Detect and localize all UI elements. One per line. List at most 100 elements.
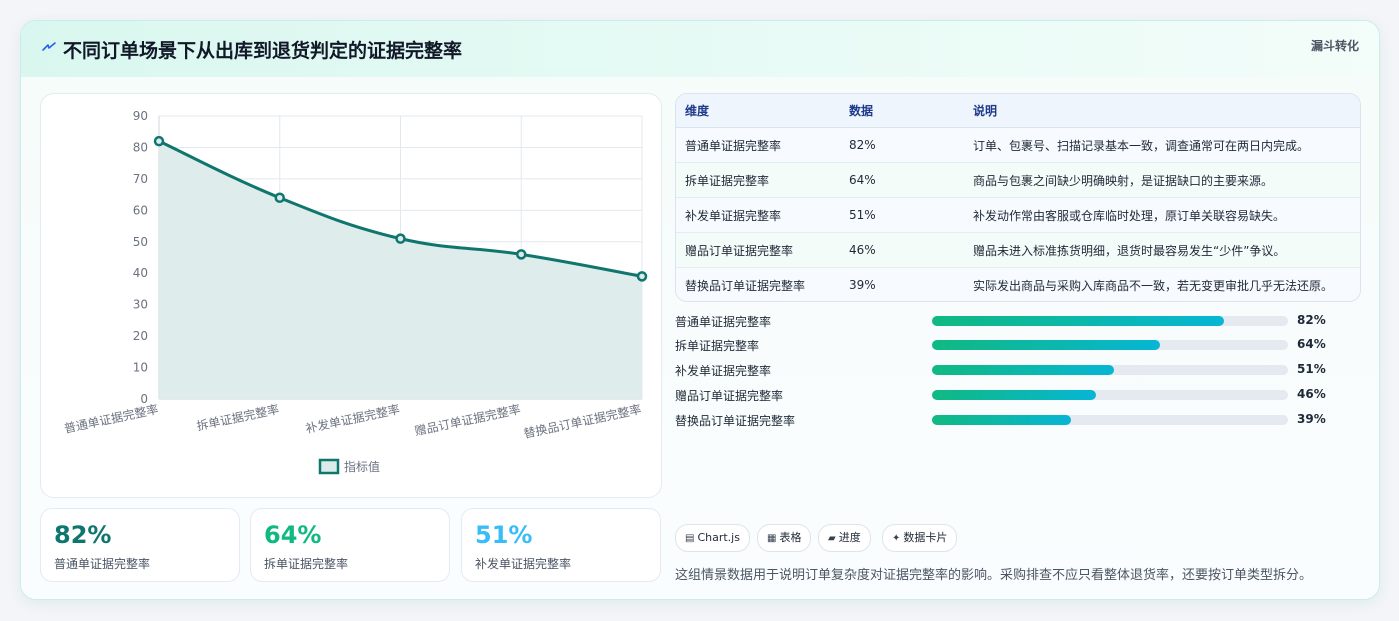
chart-panel: 0 10 20 30 40 50 60 70 80 90 普通单证据完整率 拆单证据完整率 补发单证据完…	[40, 93, 662, 498]
stat-value: 82%	[54, 521, 112, 549]
y-tick-label: 60	[133, 203, 148, 217]
card-header: 不同订单场景下从出库到退货判定的证据完整率 漏斗转化	[21, 21, 1379, 78]
table-row: 拆单证据完整率 64% 商品与包裹之间缺少明确映射，是证据缺口的主要来源。	[676, 162, 1360, 198]
progress-value: 46%	[1297, 387, 1326, 401]
cell-dimension: 赠品订单证据完整率	[676, 232, 840, 268]
stat-label: 拆单证据完整率	[264, 557, 349, 571]
stat-card-2: 64% 拆单证据完整率	[250, 508, 450, 582]
progress-track	[932, 365, 1288, 375]
cell-dimension: 普通单证据完整率	[676, 127, 840, 163]
stat-value: 51%	[475, 521, 533, 549]
progress-row: 赠品订单证据完整率 46%	[675, 385, 1355, 405]
progress-label: 拆单证据完整率	[675, 339, 760, 353]
line-chart: 0 10 20 30 40 50 60 70 80 90 普通单证据完整率 拆单证据完整率 补发单证据完…	[63, 109, 648, 475]
x-tick-label: 替换品订单证据完整率	[522, 401, 643, 441]
x-tick-label: 补发单证据完整率	[304, 401, 401, 436]
y-tick-label: 80	[133, 140, 148, 154]
cell-dimension: 拆单证据完整率	[676, 162, 840, 198]
progress-track	[932, 316, 1288, 326]
column-header-dimension: 维度	[676, 94, 840, 128]
progress-row: 补发单证据完整率 51%	[675, 360, 1355, 380]
data-point	[395, 233, 406, 244]
category-tag: 漏斗转化	[1310, 39, 1359, 53]
x-tick-label: 赠品订单证据完整率	[413, 401, 522, 438]
progress-label: 普通单证据完整率	[675, 315, 772, 329]
x-tick-label: 拆单证据完整率	[195, 401, 280, 433]
chip-data-card[interactable]: ✦ 数据卡片	[882, 524, 958, 552]
progress-fill	[932, 316, 1224, 326]
progress-track	[932, 415, 1288, 425]
progress-fill	[932, 390, 1096, 400]
x-tick-label: 普通单证据完整率	[63, 401, 160, 436]
chip-table[interactable]: ▦ 表格	[757, 524, 812, 552]
cell-value: 51%	[840, 197, 964, 233]
stat-card-1: 82% 普通单证据完整率	[40, 508, 240, 582]
chip-label: 表格	[779, 531, 802, 544]
progress-value: 82%	[1297, 313, 1326, 327]
progress-value: 51%	[1297, 362, 1326, 376]
progress-row: 拆单证据完整率 64%	[675, 335, 1355, 355]
progress-fill	[932, 340, 1160, 350]
dashboard-card: 不同订单场景下从出库到退货判定的证据完整率 漏斗转化 0 10 20 30 40 50 60…	[20, 20, 1380, 600]
cell-value: 64%	[840, 162, 964, 198]
y-tick-label: 10	[133, 361, 148, 375]
cell-description: 实际发出商品与采购入库商品不一致，若无变更审批几乎无法还原。	[964, 267, 1360, 301]
chip-progress[interactable]: ▰ 进度	[818, 524, 871, 552]
table-header-row: 维度 数据 说明	[676, 94, 1360, 128]
chip-chartjs[interactable]: ▤ Chart.js	[675, 524, 750, 552]
progress-label: 赠品订单证据完整率	[675, 389, 784, 403]
cell-dimension: 替换品订单证据完整率	[676, 267, 840, 301]
y-tick-label: 40	[133, 266, 148, 280]
sparkle-icon: ✦	[892, 533, 901, 544]
data-table: 维度 数据 说明 普通单证据完整率 82% 订单、包裹号、扫描记录基本一致，调查…	[675, 93, 1361, 302]
stat-label: 补发单证据完整率	[475, 557, 572, 571]
cell-dimension: 补发单证据完整率	[676, 197, 840, 233]
table-row: 普通单证据完整率 82% 订单、包裹号、扫描记录基本一致，调查通常可在两日内完成…	[676, 127, 1360, 163]
data-point	[274, 192, 285, 204]
cell-description: 赠品未进入标准拣货明细，退货时最容易发生“少件”争议。	[964, 232, 1360, 268]
data-point	[153, 135, 165, 147]
table-row: 补发单证据完整率 51% 补发动作常由客服或仓库临时处理，原订单关联容易缺失。	[676, 197, 1360, 233]
progress-track	[932, 390, 1288, 400]
y-tick-label: 90	[133, 109, 148, 123]
table-icon: ▦	[767, 533, 777, 544]
cell-description: 补发动作常由客服或仓库临时处理，原订单关联容易缺失。	[964, 197, 1360, 233]
stat-card-3: 51% 补发单证据完整率	[461, 508, 661, 582]
cell-value: 39%	[840, 267, 964, 301]
data-point	[516, 249, 527, 260]
stat-value: 64%	[264, 521, 322, 549]
lightning-icon	[42, 42, 56, 51]
progress-icon: ▰	[828, 533, 836, 544]
data-point	[636, 271, 648, 282]
y-tick-label: 50	[133, 235, 148, 249]
table-row: 赠品订单证据完整率 46% 赠品未进入标准拣货明细，退货时最容易发生“少件”争议…	[676, 232, 1360, 268]
y-tick-label: 70	[133, 172, 148, 186]
progress-fill	[932, 365, 1114, 375]
chip-label: 数据卡片	[903, 531, 948, 544]
progress-fill	[932, 415, 1071, 425]
area-fill	[159, 141, 642, 399]
table-row: 替换品订单证据完整率 39% 实际发出商品与采购入库商品不一致，若无变更审批几乎…	[676, 267, 1360, 301]
footnote-text: 这组情景数据用于说明订单复杂度对证据完整率的影响。采购排查不应只看整体退货率，还…	[675, 568, 1313, 583]
page-title: 不同订单场景下从出库到退货判定的证据完整率	[63, 40, 463, 62]
cell-value: 82%	[840, 127, 964, 163]
legend-label: 指标值	[344, 459, 380, 474]
chip-label: Chart.js	[697, 531, 740, 544]
progress-track	[932, 340, 1288, 350]
cell-value: 46%	[840, 232, 964, 268]
y-tick-label: 30	[133, 298, 148, 312]
cell-description: 商品与包裹之间缺少明确映射，是证据缺口的主要来源。	[964, 162, 1360, 198]
column-header-value: 数据	[840, 94, 964, 128]
y-tick-label: 0	[140, 392, 148, 406]
chip-label: 进度	[838, 531, 861, 544]
cell-description: 订单、包裹号、扫描记录基本一致，调查通常可在两日内完成。	[964, 127, 1360, 163]
stat-label: 普通单证据完整率	[54, 557, 151, 571]
progress-row: 替换品订单证据完整率 39%	[675, 410, 1355, 430]
progress-value: 64%	[1297, 337, 1326, 351]
progress-label: 替换品订单证据完整率	[675, 414, 796, 428]
column-header-description: 说明	[964, 94, 1360, 128]
y-tick-label: 20	[133, 329, 148, 343]
progress-value: 39%	[1297, 412, 1326, 426]
legend-swatch	[318, 458, 340, 475]
progress-row: 普通单证据完整率 82%	[675, 311, 1355, 331]
